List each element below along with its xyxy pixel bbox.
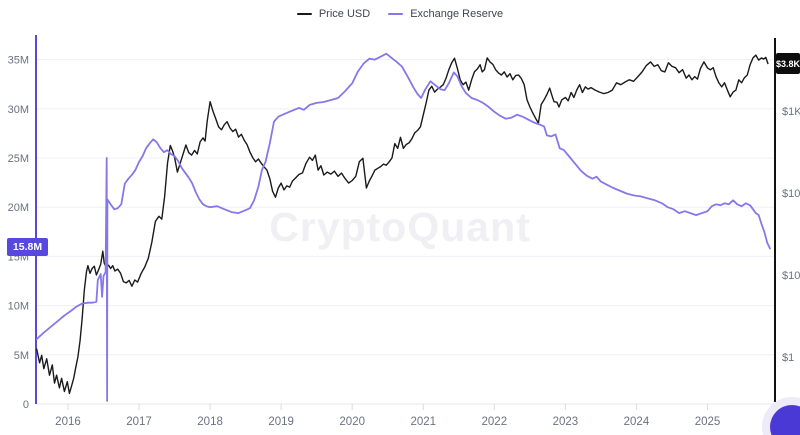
x-axis-tick-label: 2019 xyxy=(268,416,294,428)
reserve-line-swatch-icon xyxy=(388,13,404,15)
x-axis-tick-label: 2018 xyxy=(197,416,223,428)
right-axis-tick-label: $1K xyxy=(782,106,800,118)
right-axis-tick-label: $1 xyxy=(782,352,794,364)
price-line-swatch-icon xyxy=(296,13,312,15)
cryptoquant-watermark: CryptoQuant xyxy=(269,204,531,250)
left-axis-tick-label: 25M xyxy=(8,153,29,165)
left-axis-tick-label: 5M xyxy=(14,350,29,362)
left-axis-tick-label: 30M xyxy=(8,104,29,116)
reserve-line xyxy=(35,52,771,402)
legend-item-price[interactable]: Price USD xyxy=(296,8,371,20)
right-axis-tick-label: $10 xyxy=(782,270,800,282)
left-axis-tick-label: 10M xyxy=(8,301,29,313)
x-axis-tick-label: 2017 xyxy=(126,416,152,428)
price-line xyxy=(36,54,769,395)
left-axis-tick-label: 20M xyxy=(8,202,29,214)
legend-label-reserve: Exchange Reserve xyxy=(410,8,504,20)
x-axis-tick-label: 2024 xyxy=(624,416,650,428)
x-axis-tick-label: 2023 xyxy=(553,416,579,428)
right-axis-tick-label: $100 xyxy=(782,188,800,200)
x-axis-tick-label: 2016 xyxy=(55,416,81,428)
price-current-value-badge: $3.8K xyxy=(776,53,800,74)
x-axis-tick-label: 2020 xyxy=(339,416,365,428)
left-axis-tick-label: 0 xyxy=(23,399,29,411)
legend-item-reserve[interactable]: Exchange Reserve xyxy=(388,8,503,20)
chart-legend: Price USD Exchange Reserve xyxy=(0,8,800,20)
reserve-current-value-badge: 15.8M xyxy=(7,238,48,256)
legend-label-price: Price USD xyxy=(318,8,371,20)
x-axis-tick-label: 2025 xyxy=(695,416,721,428)
x-axis-tick-label: 2021 xyxy=(410,416,436,428)
left-axis-tick-label: 35M xyxy=(8,55,29,67)
x-axis-tick-label: 2022 xyxy=(482,416,508,428)
